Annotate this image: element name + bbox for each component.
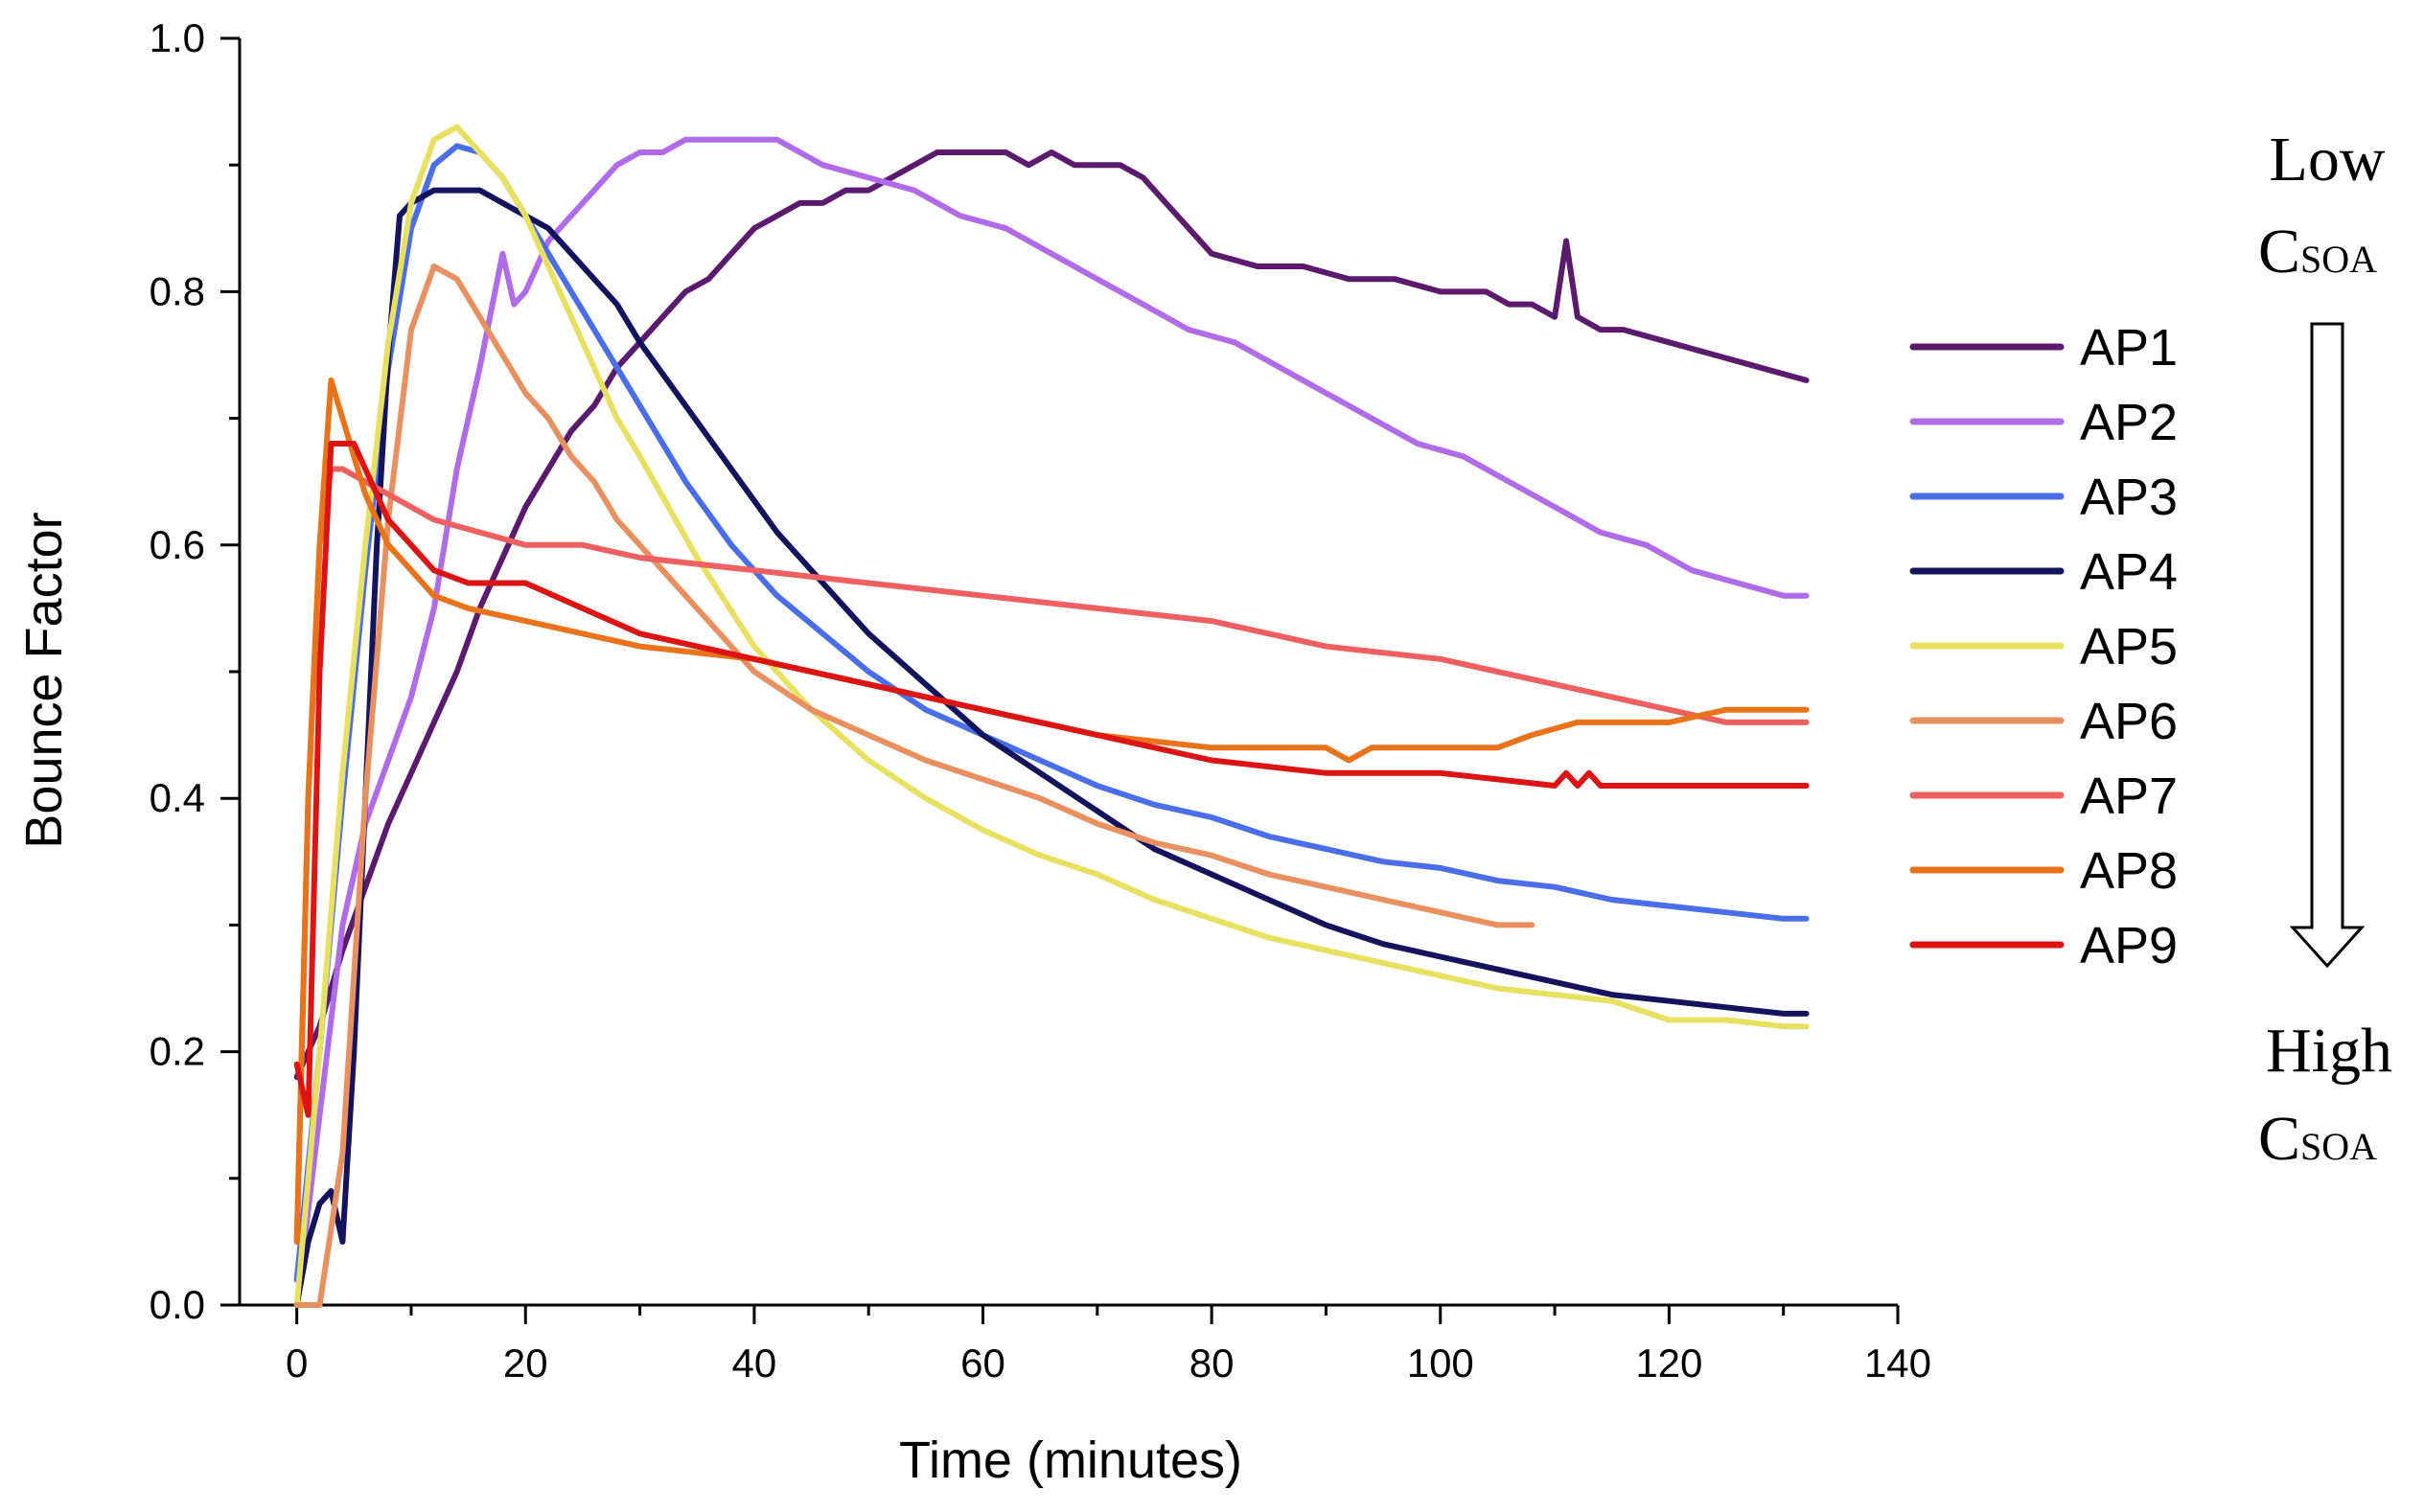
y-tick-label: 0.8 — [150, 268, 205, 313]
legend-label-ap2: AP2 — [2080, 394, 2178, 451]
x-tick-label: 60 — [960, 1340, 1005, 1386]
legend: AP1 AP2 AP3 AP4 AP5 AP6 AP7 AP8 AP9 — [1909, 319, 2178, 974]
low-label: Low — [2270, 125, 2386, 195]
x-tick-label: 20 — [503, 1340, 548, 1386]
y-tick-label: 0.6 — [150, 522, 205, 567]
csoa-annotation: Low CSOA High CSOA — [2258, 125, 2392, 1174]
legend-label-ap9: AP9 — [2080, 917, 2178, 974]
y-tick-label: 1.0 — [150, 15, 205, 60]
series-lines — [293, 124, 1810, 1308]
legend-label-ap5: AP5 — [2080, 618, 2178, 676]
low-c-letter: C — [2258, 217, 2300, 286]
series-line-ap2 — [293, 136, 1810, 1308]
x-tick-label: 120 — [1635, 1340, 1702, 1386]
legend-label-ap6: AP6 — [2080, 693, 2178, 750]
y-tick-label: 0.4 — [150, 775, 205, 820]
low-soa-subscript: SOA — [2300, 238, 2377, 281]
series-line-ap6 — [293, 263, 1535, 1308]
high-csoa-label: CSOA — [2258, 1104, 2377, 1174]
legend-label-ap1: AP1 — [2080, 319, 2178, 377]
legend-label-ap8: AP8 — [2080, 842, 2178, 900]
legend-label-ap3: AP3 — [2080, 469, 2178, 526]
x-tick-label: 100 — [1407, 1340, 1474, 1386]
high-c-letter: C — [2258, 1104, 2300, 1174]
legend-label-ap7: AP7 — [2080, 767, 2178, 825]
y-tick-label: 0.2 — [150, 1029, 205, 1074]
series-line-ap5 — [293, 124, 1810, 1308]
y-axis-title: Bounce Factor — [15, 512, 73, 848]
high-soa-subscript: SOA — [2300, 1125, 2377, 1168]
series-line-ap1 — [293, 149, 1810, 1080]
series-line-ap7 — [293, 466, 1810, 1245]
low-csoa-label: CSOA — [2258, 217, 2377, 286]
x-axis-title: Time (minutes) — [899, 1432, 1242, 1489]
x-tick-label: 80 — [1189, 1340, 1235, 1386]
x-tick-label: 0 — [286, 1340, 308, 1386]
series-line-ap9 — [293, 441, 1810, 1118]
x-tick-label: 140 — [1864, 1340, 1931, 1386]
high-label: High — [2266, 1016, 2392, 1086]
legend-label-ap4: AP4 — [2080, 543, 2178, 601]
y-tick-label: 0.0 — [150, 1282, 205, 1327]
x-tick-label: 40 — [732, 1340, 777, 1386]
axes: 0 20 40 60 80 100 120 140 0.0 0.2 0.4 0.6 0.8 1.0 — [150, 15, 1931, 1386]
series-line-ap3 — [293, 143, 1810, 1283]
down-arrow-icon — [2289, 322, 2366, 969]
series-line-ap4 — [293, 187, 1810, 1308]
